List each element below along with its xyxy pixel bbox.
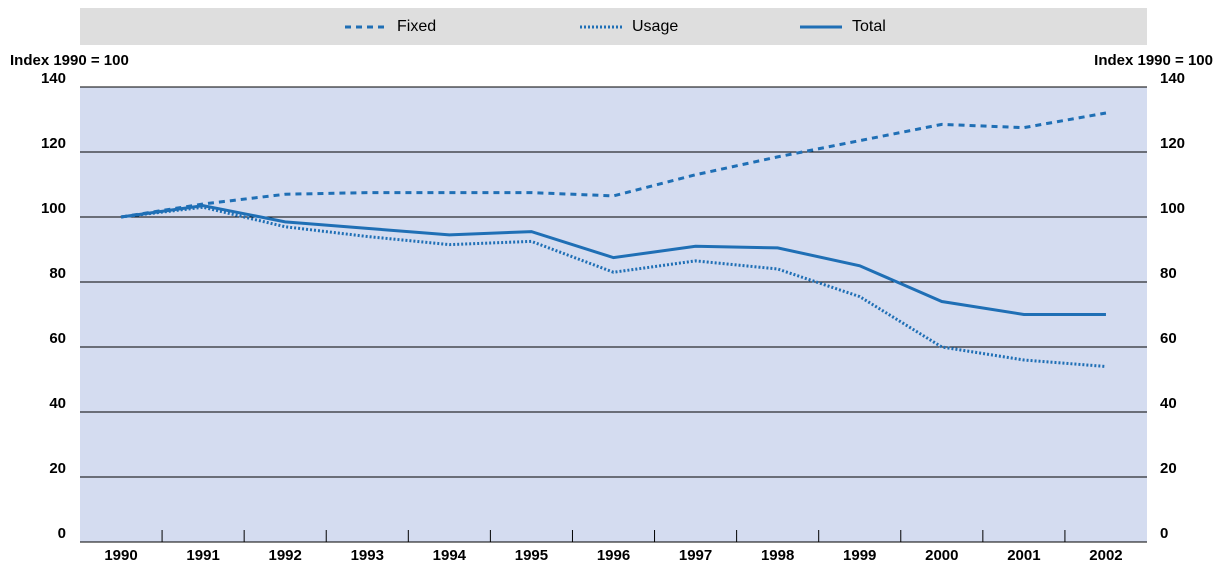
y2-tick-label: 100 xyxy=(1160,200,1185,217)
y-tick-label: 40 xyxy=(49,395,66,412)
y2-tick-label: 60 xyxy=(1160,330,1177,347)
y2-tick-label: 120 xyxy=(1160,135,1185,152)
y-tick-label: 120 xyxy=(41,135,66,152)
x-tick-label: 1998 xyxy=(761,547,794,564)
x-tick-label: 1996 xyxy=(597,547,630,564)
x-tick-label: 1993 xyxy=(351,547,384,564)
x-tick-label: 1991 xyxy=(186,547,219,564)
x-tick-label: 1995 xyxy=(515,547,548,564)
x-tick-label: 2000 xyxy=(925,547,958,564)
y2-tick-label: 140 xyxy=(1160,70,1185,87)
y-tick-label: 20 xyxy=(49,460,66,477)
y2-axis-title: Index 1990 = 100 xyxy=(1094,52,1213,69)
y-tick-label: 140 xyxy=(41,70,66,87)
plot-area xyxy=(80,87,1147,542)
legend-label: Usage xyxy=(632,18,678,35)
x-tick-label: 1990 xyxy=(104,547,137,564)
y2-tick-label: 80 xyxy=(1160,265,1177,282)
line-series xyxy=(120,111,1107,219)
x-tick-label: 1999 xyxy=(843,547,876,564)
y-tick-label: 60 xyxy=(49,330,66,347)
legend-label: Fixed xyxy=(397,18,436,35)
y-axis-title: Index 1990 = 100 xyxy=(10,52,129,69)
x-tick-label: 1997 xyxy=(679,547,712,564)
y2-tick-label: 0 xyxy=(1160,525,1168,542)
y2-tick-label: 20 xyxy=(1160,460,1177,477)
x-tick-label: 2002 xyxy=(1089,547,1122,564)
line-series xyxy=(120,205,1107,368)
y-tick-label: 100 xyxy=(41,200,66,217)
x-tick-label: 2001 xyxy=(1007,547,1040,564)
y2-tick-label: 40 xyxy=(1160,395,1177,412)
line-series xyxy=(120,204,1106,316)
y-tick-label: 0 xyxy=(58,525,66,542)
x-tick-label: 1992 xyxy=(269,547,302,564)
y-tick-label: 80 xyxy=(49,265,66,282)
legend-label: Total xyxy=(852,18,886,35)
x-tick-label: 1994 xyxy=(433,547,467,564)
